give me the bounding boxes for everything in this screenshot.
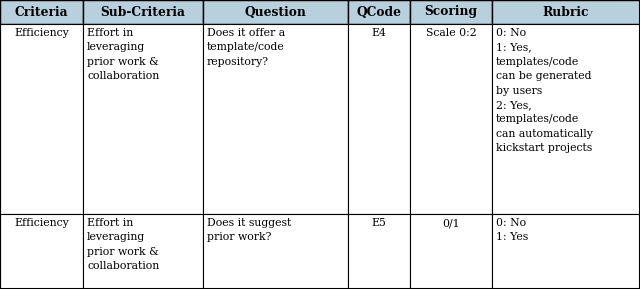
Text: Sub-Criteria: Sub-Criteria — [100, 5, 186, 18]
Bar — [492, 24, 640, 214]
Bar — [203, 0, 348, 24]
Text: Scale 0:2: Scale 0:2 — [426, 28, 476, 38]
Bar — [410, 24, 492, 214]
Text: Effort in
leveraging
prior work &
collaboration: Effort in leveraging prior work & collab… — [87, 28, 159, 81]
Bar — [348, 214, 410, 289]
Text: Does it offer a
template/code
repository?: Does it offer a template/code repository… — [207, 28, 285, 67]
Bar — [348, 24, 410, 214]
Text: 0/1: 0/1 — [442, 218, 460, 228]
Text: Question: Question — [244, 5, 307, 18]
Text: E5: E5 — [372, 218, 387, 228]
Bar — [410, 0, 492, 24]
Bar — [203, 214, 348, 289]
Text: 0: No
1: Yes: 0: No 1: Yes — [496, 218, 528, 242]
Text: Efficiency: Efficiency — [14, 28, 69, 38]
Text: Rubric: Rubric — [543, 5, 589, 18]
Text: Scoring: Scoring — [424, 5, 477, 18]
Bar — [83, 214, 203, 289]
Bar — [492, 214, 640, 289]
Bar — [83, 0, 203, 24]
Bar — [410, 214, 492, 289]
Text: QCode: QCode — [356, 5, 401, 18]
Bar — [492, 0, 640, 24]
Text: Does it suggest
prior work?: Does it suggest prior work? — [207, 218, 291, 242]
Text: E4: E4 — [372, 28, 387, 38]
Text: 0: No
1: Yes,
templates/code
can be generated
by users
2: Yes,
templates/code
ca: 0: No 1: Yes, templates/code can be gene… — [496, 28, 593, 153]
Bar — [0, 0, 83, 24]
Bar — [83, 24, 203, 214]
Bar — [0, 24, 83, 214]
Text: Effort in
leveraging
prior work &
collaboration: Effort in leveraging prior work & collab… — [87, 218, 159, 271]
Bar — [0, 214, 83, 289]
Bar — [203, 24, 348, 214]
Text: Efficiency: Efficiency — [14, 218, 69, 228]
Text: Criteria: Criteria — [15, 5, 68, 18]
Bar — [348, 0, 410, 24]
